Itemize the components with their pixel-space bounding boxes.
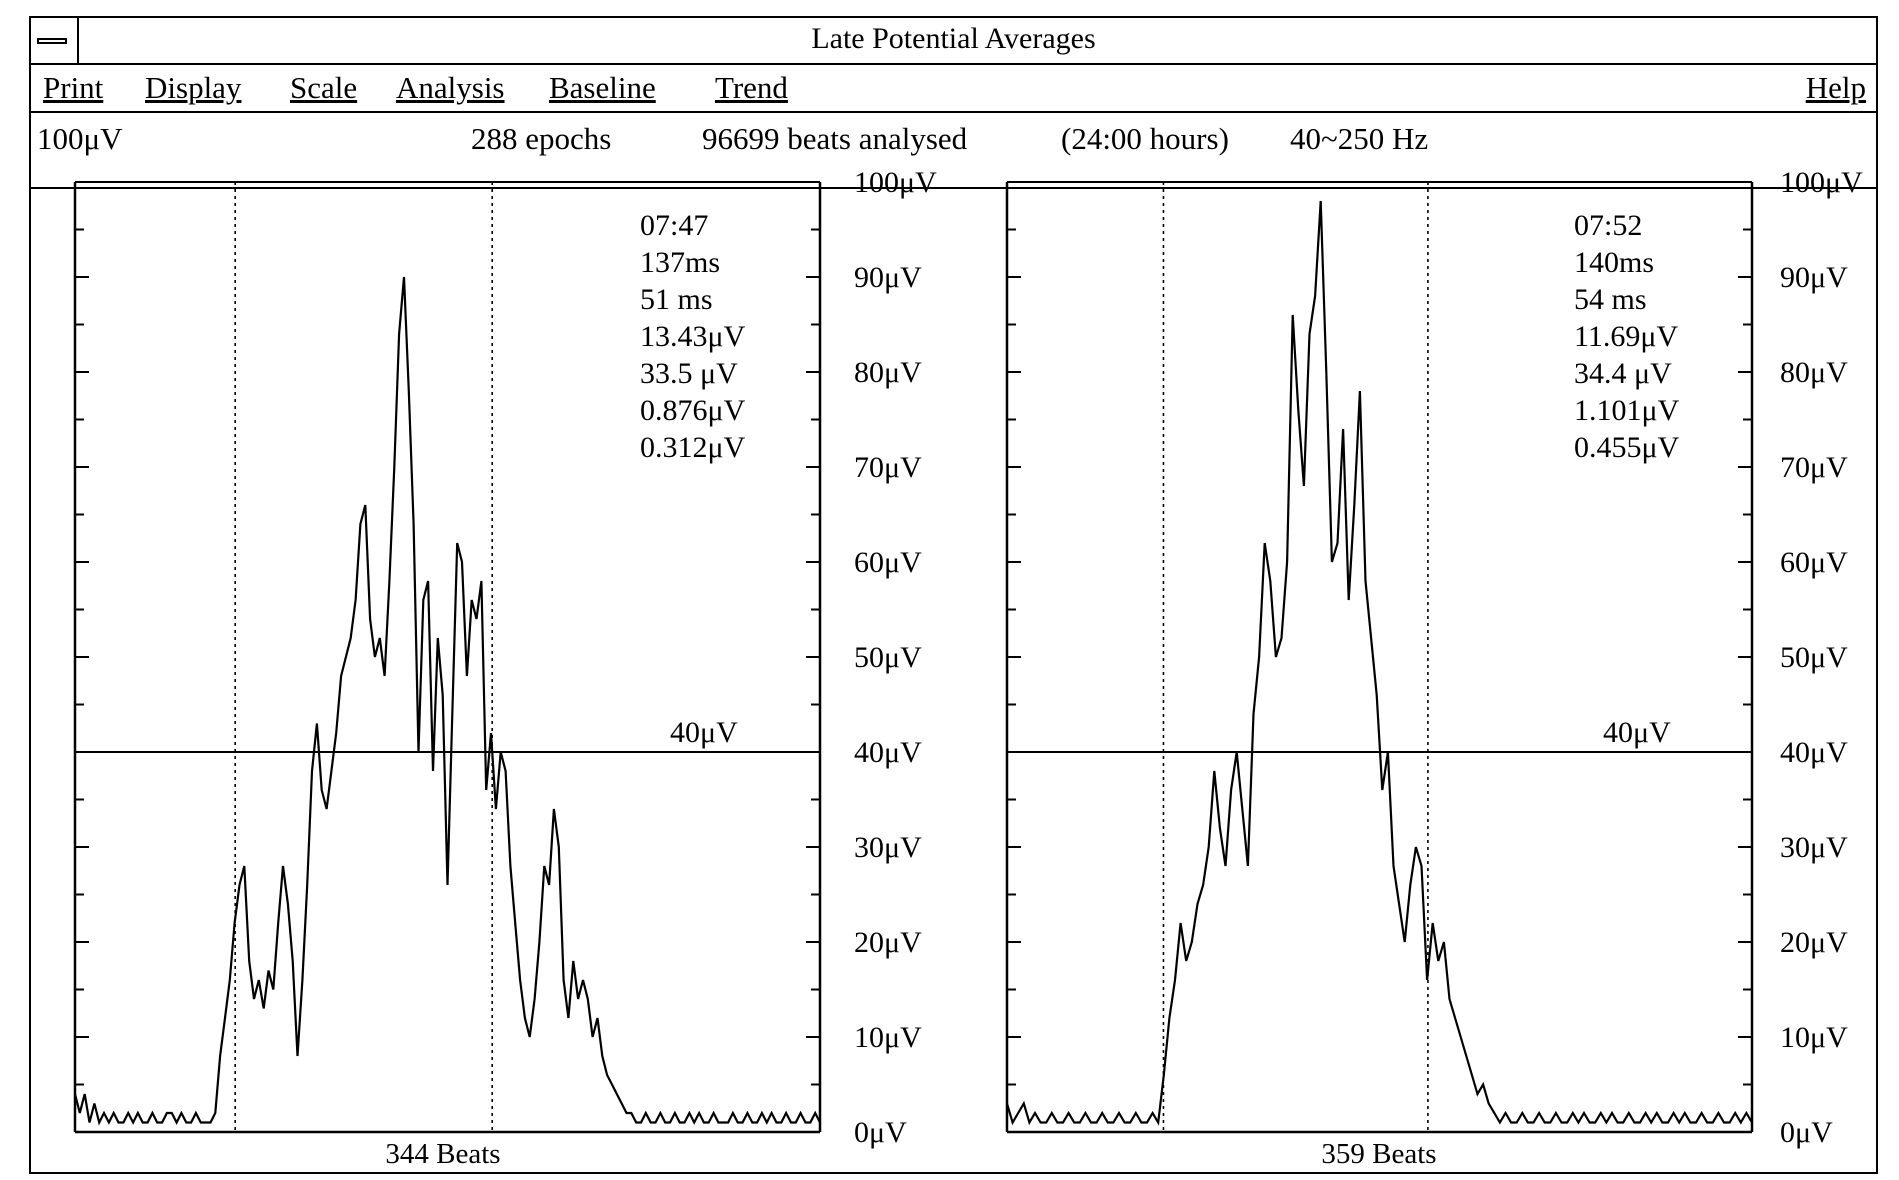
menu-print[interactable]: Print bbox=[43, 70, 104, 105]
readout-value: 0.312μV bbox=[640, 431, 746, 464]
system-menu-button[interactable] bbox=[31, 18, 79, 63]
left-beats-label: 344 Beats bbox=[385, 1138, 500, 1170]
y-tick-label: 100μV bbox=[854, 166, 937, 199]
y-tick-label: 80μV bbox=[1780, 356, 1848, 389]
filter-band: 40~250 Hz bbox=[1290, 121, 1429, 156]
y-tick-label: 40μV bbox=[854, 736, 922, 769]
y-tick-label: 40μV bbox=[1780, 736, 1848, 769]
right-beats-label: 359 Beats bbox=[1321, 1138, 1436, 1170]
y-tick-label: 80μV bbox=[854, 356, 922, 389]
menu-help[interactable]: Help bbox=[1805, 70, 1866, 105]
readout-value: 54 ms bbox=[1574, 283, 1647, 316]
left-signal-trace bbox=[73, 276, 821, 1126]
menu-analysis[interactable]: Analysis bbox=[396, 70, 505, 105]
left-plot-panel: 0μV 10μV 20μV 30μV 40μV 50μV 60μV 70μV 80μV 90μV 1… bbox=[73, 166, 937, 1170]
readout-value: 34.4 μV bbox=[1574, 357, 1672, 390]
right-threshold-label: 40μV bbox=[1603, 716, 1671, 749]
left-axis-labels: 0μV 10μV 20μV 30μV 40μV 50μV 60μV 70μV 80μV 90μV 1… bbox=[854, 166, 937, 1149]
readout-value: 140ms bbox=[1574, 246, 1654, 279]
y-tick-label: 60μV bbox=[854, 546, 922, 579]
readout-value: 11.69μV bbox=[1574, 320, 1678, 353]
y-tick-label: 0μV bbox=[1780, 1116, 1833, 1149]
readout-value: 0.876μV bbox=[640, 394, 746, 427]
readout-value: 07:52 bbox=[1574, 209, 1642, 242]
menu-scale[interactable]: Scale bbox=[290, 70, 358, 105]
y-tick-label: 70μV bbox=[854, 451, 922, 484]
readout-value: 33.5 μV bbox=[640, 357, 738, 390]
y-tick-label: 20μV bbox=[854, 926, 922, 959]
y-tick-label: 30μV bbox=[1780, 831, 1848, 864]
right-plot-panel: 0μV 10μV 20μV 30μV 40μV 50μV 60μV 70μV 80μV 90μV 1… bbox=[1005, 166, 1863, 1170]
y-tick-label: 20μV bbox=[1780, 926, 1848, 959]
menu-display[interactable]: Display bbox=[145, 70, 242, 105]
readout-value: 137ms bbox=[640, 246, 720, 279]
y-tick-label: 90μV bbox=[1780, 261, 1848, 294]
recording-duration: (24:00 hours) bbox=[1061, 121, 1229, 156]
y-tick-label: 100μV bbox=[1780, 166, 1863, 199]
left-threshold-label: 40μV bbox=[670, 716, 738, 749]
right-readouts: 07:52 140ms 54 ms 11.69μV 34.4 μV 1.101μV 0.45… bbox=[1574, 209, 1680, 464]
y-tick-label: 60μV bbox=[1780, 546, 1848, 579]
window-title: Late Potential Averages bbox=[31, 22, 1876, 56]
menu-baseline[interactable]: Baseline bbox=[549, 70, 656, 105]
y-tick-label: 30μV bbox=[854, 831, 922, 864]
y-tick-label: 10μV bbox=[1780, 1021, 1848, 1054]
epochs-count: 288 epochs bbox=[471, 121, 612, 156]
system-menu-icon bbox=[37, 38, 67, 44]
left-readouts: 07:47 137ms 51 ms 13.43μV 33.5 μV 0.876μV 0.31… bbox=[640, 209, 746, 464]
beats-analysed: 96699 beats analysed bbox=[702, 121, 968, 156]
y-tick-label: 50μV bbox=[854, 641, 922, 674]
right-axis-ticks bbox=[1007, 181, 1752, 1133]
right-signal-trace bbox=[1005, 200, 1753, 1126]
title-bar: Late Potential Averages bbox=[31, 18, 1876, 65]
readout-value: 07:47 bbox=[640, 209, 708, 242]
readout-value: 13.43μV bbox=[640, 320, 746, 353]
y-tick-label: 0μV bbox=[854, 1116, 907, 1149]
y-tick-label: 70μV bbox=[1780, 451, 1848, 484]
readout-value: 1.101μV bbox=[1574, 394, 1680, 427]
readout-value: 0.455μV bbox=[1574, 431, 1680, 464]
readout-value: 51 ms bbox=[640, 283, 713, 316]
menu-trend[interactable]: Trend bbox=[715, 70, 788, 105]
menu-bar: Print Display Scale Analysis Baseline Tr… bbox=[31, 65, 1876, 113]
info-bar: 100μV 288 epochs 96699 beats analysed (2… bbox=[31, 113, 1876, 189]
right-axis-labels: 0μV 10μV 20μV 30μV 40μV 50μV 60μV 70μV 80μV 90μV 1… bbox=[1780, 166, 1863, 1149]
late-potential-window: Late Potential Averages Print Display Sc… bbox=[29, 16, 1878, 1174]
scale-readout: 100μV bbox=[37, 121, 123, 156]
y-tick-label: 10μV bbox=[854, 1021, 922, 1054]
y-tick-label: 50μV bbox=[1780, 641, 1848, 674]
y-tick-label: 90μV bbox=[854, 261, 922, 294]
